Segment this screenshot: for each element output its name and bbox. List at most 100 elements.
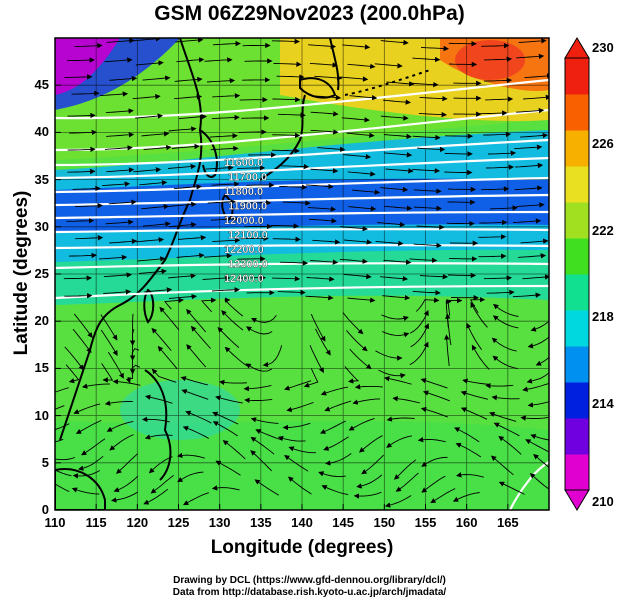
streamline	[466, 322, 482, 350]
x-tick-label: 160	[455, 515, 478, 530]
streamline	[109, 238, 138, 244]
streamline	[340, 76, 369, 82]
streamline	[141, 131, 170, 137]
streamline	[135, 60, 164, 66]
coastline-taiwan	[143, 288, 155, 324]
streamline	[353, 491, 382, 499]
streamline	[212, 237, 241, 244]
streamline	[73, 313, 93, 339]
colorbar-tick-label: 218	[592, 309, 614, 325]
streamline	[277, 289, 306, 296]
streamline	[305, 183, 334, 190]
colorbar-bottom-arrow	[564, 489, 590, 511]
streamline	[339, 258, 368, 265]
streamline	[309, 345, 324, 374]
streamline	[484, 56, 513, 62]
streamline	[309, 62, 338, 68]
streamline	[384, 205, 413, 211]
streamline	[479, 110, 508, 116]
streamline	[447, 297, 463, 316]
x-tick-label: 135	[249, 515, 272, 530]
streamline	[219, 379, 248, 386]
contour-label: 11800.0	[224, 186, 263, 198]
streamline	[313, 94, 342, 101]
coastline-hokkaido	[299, 77, 337, 99]
streamline	[143, 144, 172, 151]
streamline	[107, 351, 124, 379]
streamline	[377, 221, 406, 228]
streamline	[67, 112, 96, 119]
streamline	[63, 275, 92, 281]
streamline	[492, 315, 519, 329]
streamline	[412, 134, 441, 141]
streamline	[175, 38, 204, 43]
streamline	[74, 43, 103, 49]
colorbar-segment	[565, 418, 589, 455]
streamline	[177, 471, 204, 483]
streamline	[168, 163, 197, 170]
streamline	[181, 389, 209, 400]
streamline	[281, 163, 310, 170]
streamline	[186, 308, 207, 333]
coastline-kurils	[344, 69, 431, 96]
streamline	[190, 325, 211, 349]
x-tick-label: 155	[414, 515, 437, 530]
streamline	[159, 306, 180, 331]
colorbar-frame	[564, 57, 590, 491]
streamline	[100, 314, 118, 341]
streamline	[71, 487, 100, 495]
streamline	[206, 78, 236, 84]
streamline	[489, 411, 517, 422]
streamline	[178, 114, 207, 120]
streamline	[490, 455, 514, 476]
streamline	[483, 77, 513, 84]
y-tick-label: 30	[34, 218, 49, 234]
streamline	[272, 96, 301, 103]
streamline	[530, 434, 549, 441]
streamline	[421, 475, 446, 493]
streamline	[55, 405, 65, 410]
streamline	[144, 287, 173, 293]
streamline	[73, 403, 101, 415]
streamline	[148, 456, 173, 474]
streamline	[272, 276, 301, 282]
streamline	[418, 111, 447, 118]
streamline	[71, 90, 100, 97]
streamline	[137, 256, 166, 262]
streamline	[483, 131, 512, 138]
streamline	[516, 202, 545, 208]
streamline	[384, 495, 412, 508]
streamline	[271, 38, 300, 45]
streamline	[150, 475, 174, 494]
x-tick-label: 115	[85, 515, 107, 530]
streamline	[415, 297, 440, 312]
streamline	[262, 345, 283, 368]
streamline	[518, 253, 547, 259]
streamline	[385, 168, 414, 174]
streamline	[75, 235, 104, 241]
y-tick-label: 35	[34, 171, 49, 187]
streamline	[250, 450, 273, 472]
streamline	[349, 348, 372, 370]
streamline	[69, 129, 98, 136]
streamline	[168, 293, 197, 300]
streamline	[64, 346, 84, 371]
streamline	[308, 43, 337, 49]
streamline	[270, 223, 299, 229]
colorbar-tick-label: 210	[592, 494, 614, 509]
streamline	[392, 396, 421, 404]
colorbar-tick-label: 214	[592, 395, 614, 411]
streamline	[99, 254, 128, 261]
streamline	[67, 168, 96, 175]
streamline	[481, 43, 510, 49]
streamline	[520, 132, 549, 139]
streamline	[512, 292, 541, 298]
streamline	[343, 153, 372, 160]
streamline	[412, 168, 441, 174]
streamline	[211, 485, 240, 491]
streamline	[310, 129, 339, 135]
streamline	[310, 259, 339, 265]
streamline	[384, 152, 413, 158]
streamline	[215, 460, 241, 476]
streamline	[483, 275, 512, 281]
